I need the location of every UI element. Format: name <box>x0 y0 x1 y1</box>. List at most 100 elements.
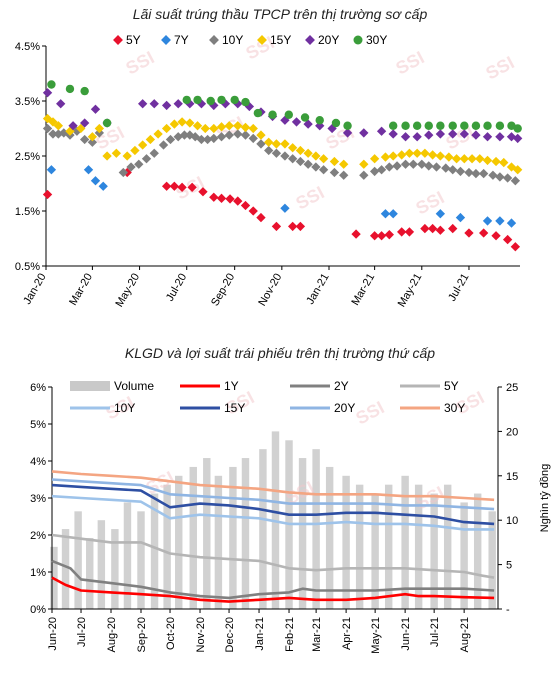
data-point <box>427 150 438 160</box>
y-left-tick-label: 4% <box>30 456 46 468</box>
legend-label: 30Y <box>444 401 465 415</box>
volume-bar <box>137 511 145 609</box>
data-point <box>209 133 219 144</box>
data-point <box>149 99 159 109</box>
data-point <box>280 203 290 213</box>
legend-label: Volume <box>114 379 154 393</box>
data-point <box>412 121 422 130</box>
data-point <box>451 154 462 164</box>
data-point <box>137 140 148 150</box>
series-10y <box>42 123 521 186</box>
legend-item: Volume <box>70 379 154 393</box>
data-point <box>248 206 258 216</box>
data-point <box>339 170 349 180</box>
volume-bar <box>488 511 496 609</box>
primary-market-svg: SSISSISSISSISSISSISSISSISSISSISSI0.5%1.5… <box>15 32 523 310</box>
data-point <box>404 148 415 158</box>
legend-item: 15Y <box>180 401 245 415</box>
chart-title: KLGD và lợi suất trái phiếu trên thị trư… <box>124 345 436 361</box>
data-point <box>280 139 290 149</box>
legend-swatch <box>70 381 110 391</box>
data-point <box>193 95 202 105</box>
x-tick-label: Feb-21 <box>284 617 296 652</box>
legend-item: 30Y <box>353 33 387 47</box>
data-point <box>467 154 477 164</box>
x-tick-label: Jul-21 <box>446 272 471 304</box>
legend-item: 7Y <box>161 33 189 47</box>
data-point <box>455 212 466 223</box>
data-point <box>200 123 210 134</box>
data-point <box>241 97 250 107</box>
y-right-tick-label: - <box>506 604 510 616</box>
data-point <box>499 157 509 168</box>
volume-bar <box>298 458 307 609</box>
y-right-tick-label: 15 <box>506 471 518 483</box>
data-point <box>94 123 105 134</box>
data-point <box>295 156 306 167</box>
data-point <box>145 134 156 145</box>
data-point <box>369 166 380 177</box>
data-point <box>401 121 410 130</box>
data-point <box>90 176 101 186</box>
data-point <box>392 161 402 171</box>
data-point <box>126 162 136 172</box>
data-point <box>471 168 481 179</box>
data-point <box>169 119 180 129</box>
volume-bar <box>163 484 171 609</box>
data-point <box>111 148 122 158</box>
data-point <box>287 143 298 153</box>
data-point <box>79 134 90 145</box>
y-tick-label: 0.5% <box>15 261 40 273</box>
data-point <box>329 167 340 178</box>
x-tick-label: Jul-20 <box>76 617 88 647</box>
data-point <box>448 121 457 130</box>
data-point <box>495 216 505 226</box>
legend-label: 2Y <box>334 379 349 393</box>
data-point <box>400 159 411 169</box>
data-point <box>404 227 415 237</box>
data-point <box>122 151 132 161</box>
x-tick-label: Sep-20 <box>136 617 148 652</box>
data-point <box>102 118 112 128</box>
y-left-tick-label: 2% <box>30 530 46 542</box>
y-left-tick-label: 1% <box>30 567 46 579</box>
volume-bar <box>430 493 438 609</box>
data-point <box>284 110 293 119</box>
volume-bar <box>203 458 211 609</box>
data-point <box>248 133 258 144</box>
data-point <box>459 154 469 164</box>
data-point <box>318 165 329 175</box>
data-point <box>177 117 187 127</box>
volume-bar <box>111 529 119 609</box>
secondary-market-chart: KLGD và lợi suất trái phiếu trên thị trư… <box>0 335 560 669</box>
series-30y <box>47 80 522 133</box>
data-point <box>303 159 313 169</box>
data-point <box>483 121 492 130</box>
y-tick-label: 1.5% <box>15 206 40 218</box>
data-point <box>217 95 226 105</box>
watermark: SSI <box>292 182 327 213</box>
data-point <box>233 129 243 139</box>
legend-label: 20Y <box>334 401 355 415</box>
legend-label: 20Y <box>318 33 339 47</box>
data-point <box>448 129 458 139</box>
y-left-tick-label: 3% <box>30 493 46 505</box>
data-point <box>435 129 446 139</box>
data-point <box>65 84 75 94</box>
data-point <box>76 123 86 134</box>
data-point <box>359 159 369 169</box>
series-line-15y <box>51 483 495 526</box>
data-point <box>482 155 493 166</box>
data-point <box>216 193 227 204</box>
x-tick-label: May-21 <box>396 272 425 310</box>
volume-bar <box>259 449 267 609</box>
data-point <box>224 121 234 131</box>
data-point <box>488 170 498 180</box>
legend-label: 5Y <box>444 379 459 393</box>
volume-bar <box>401 475 409 609</box>
data-point <box>87 132 98 142</box>
data-point <box>42 189 53 200</box>
data-point <box>441 163 451 173</box>
data-point <box>206 96 215 106</box>
